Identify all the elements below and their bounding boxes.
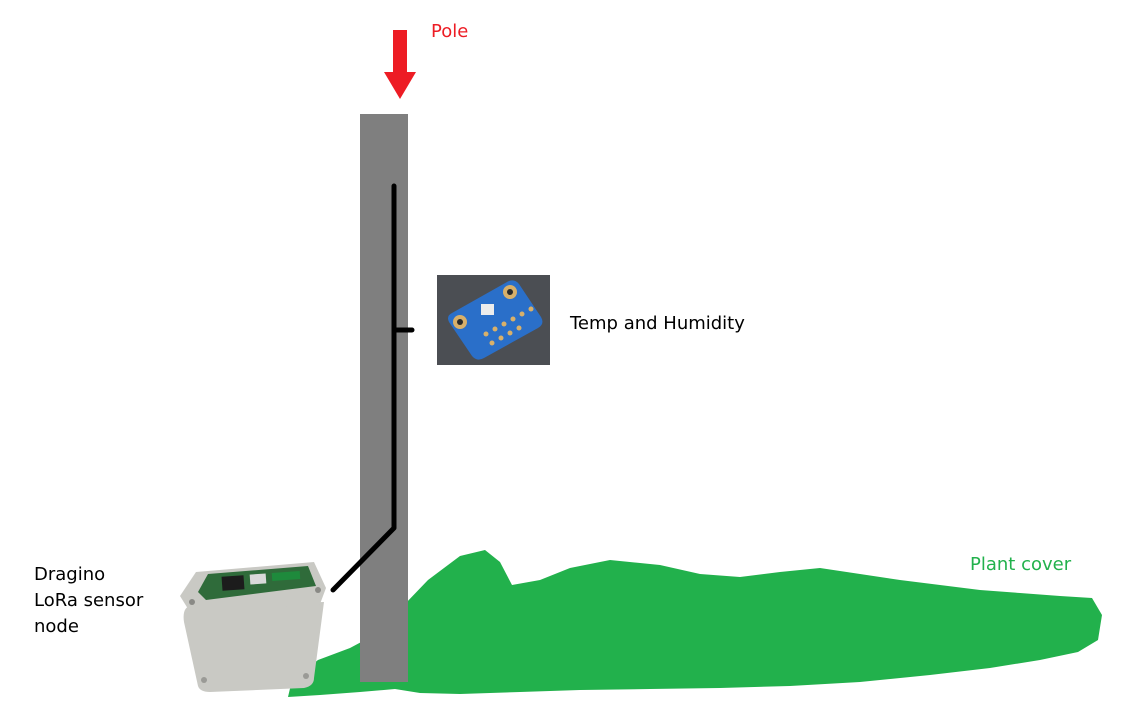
- pole: [360, 114, 408, 682]
- plant-cover-label: Plant cover: [970, 554, 1072, 575]
- node-label: Dragino LoRa sensor node: [34, 562, 143, 640]
- temp-humidity-sensor-board-icon: [437, 275, 550, 365]
- node-label-line: Dragino: [34, 564, 106, 585]
- pole-label: Pole: [431, 21, 469, 42]
- plant-cover-shape: [288, 550, 1102, 697]
- sensor-label: Temp and Humidity: [570, 313, 745, 334]
- node-label-line: node: [34, 616, 79, 637]
- lora-node-enclosure-icon: [180, 562, 326, 692]
- node-label-line: LoRa sensor: [34, 590, 144, 611]
- down-arrow-icon: [384, 30, 416, 99]
- sensor-cable: [330, 183, 397, 593]
